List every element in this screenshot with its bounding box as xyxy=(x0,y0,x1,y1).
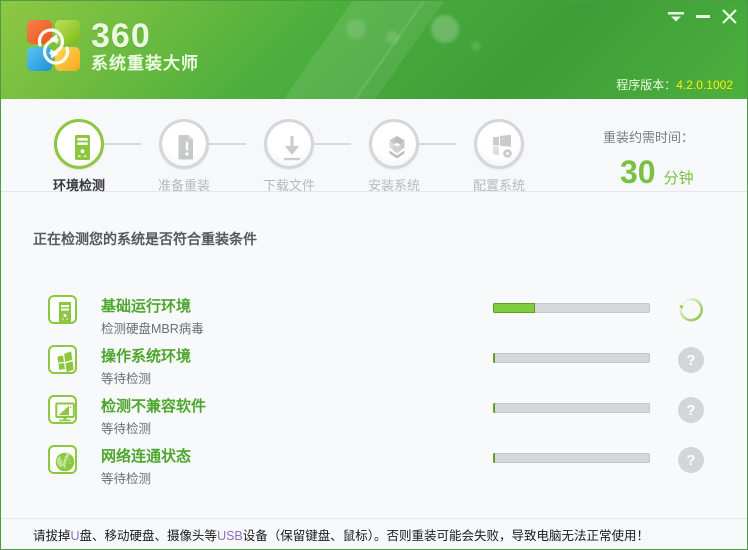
svg-text:?: ? xyxy=(686,352,695,369)
svg-text:?: ? xyxy=(686,402,695,419)
svg-text:?: ? xyxy=(686,452,695,469)
